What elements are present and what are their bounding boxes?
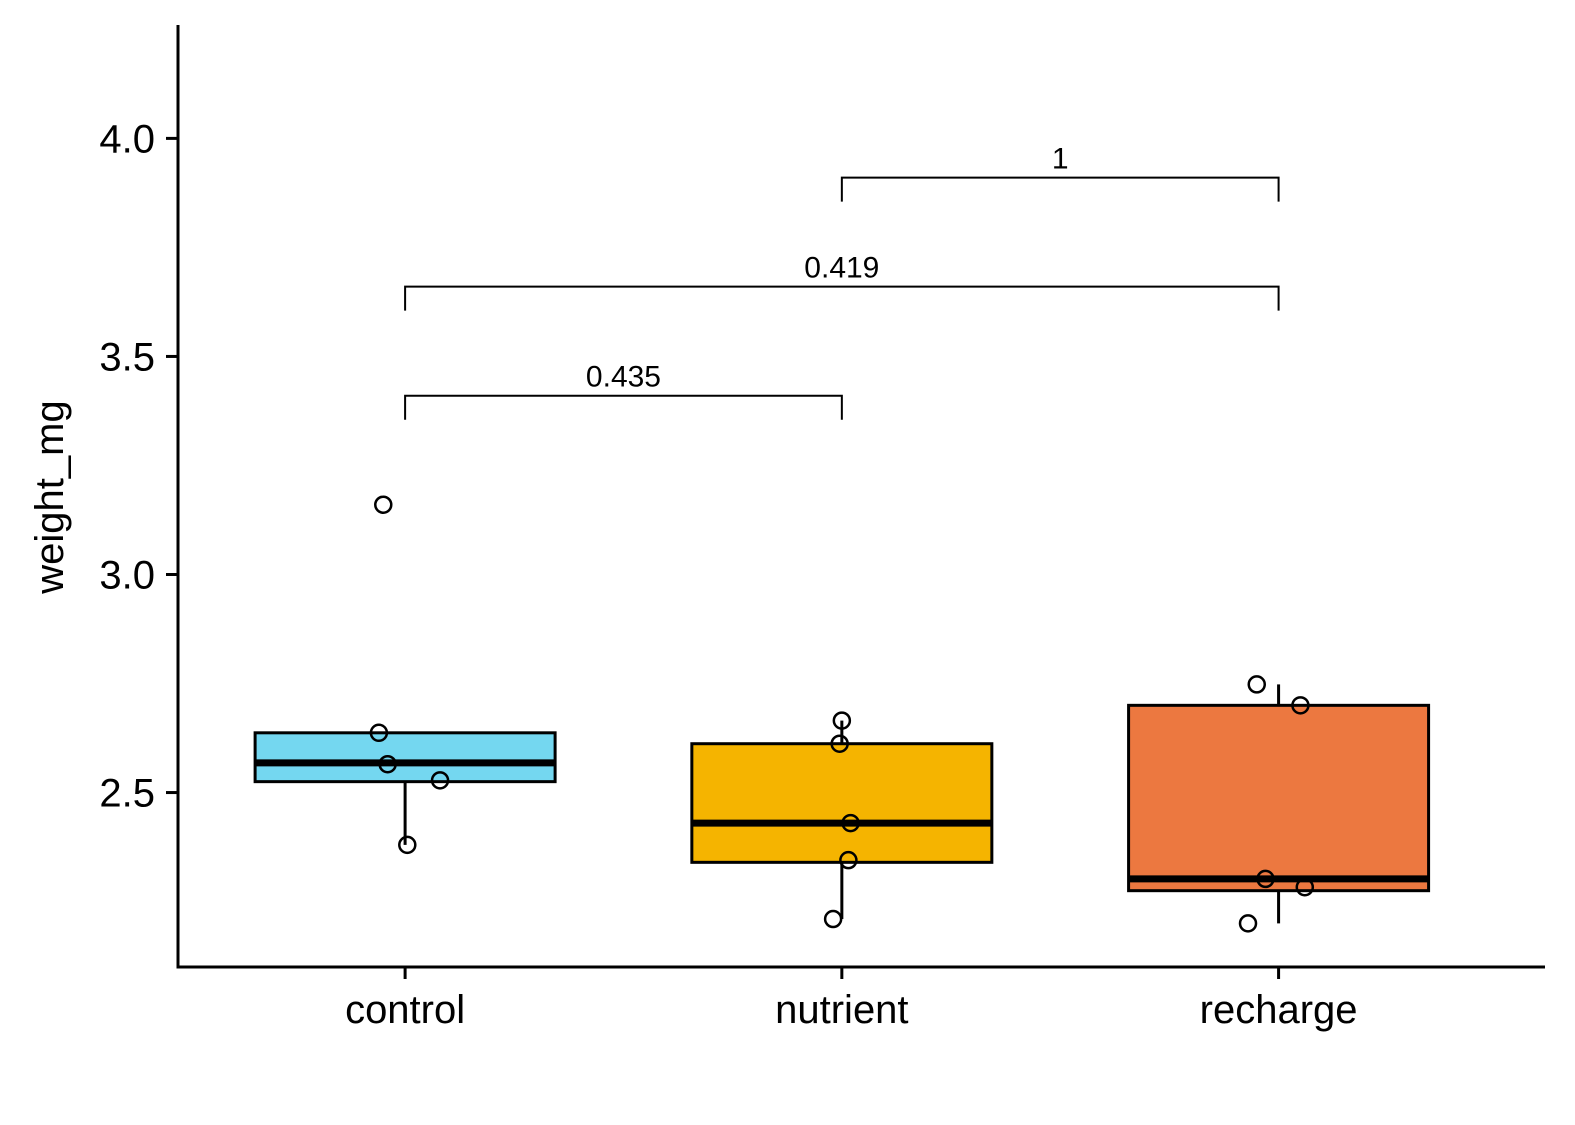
box-iqr [690,742,994,864]
bracket-line [404,394,843,420]
comparison-control-nutrient: 0.435 [404,361,843,420]
data-point [1247,675,1267,694]
data-point [369,723,389,743]
boxplot-nutrient [690,720,994,920]
y-tick-label: 3.0 [99,554,155,598]
data-point [1238,914,1258,933]
boxplot-recharge [1127,684,1431,924]
y-tick-label: 4.0 [99,117,155,161]
y-ticks: 2.5 3.0 3.5 4.0 [99,117,178,816]
data-point [839,850,858,870]
x-ticks: control nutrient recharge [345,967,1358,1032]
y-axis-title: weight_mg [28,400,72,594]
data-points [369,495,1315,933]
x-tick-label-control: control [345,988,465,1032]
bracket-line [840,176,1280,202]
data-point [398,835,417,855]
data-point [1291,696,1310,715]
boxplots [253,684,1431,924]
box-iqr [253,731,557,784]
data-point [374,495,393,514]
data-point [430,771,450,790]
comparison-brackets: 0.435 0.419 1 [404,143,1280,420]
data-point [1295,877,1315,897]
p-value-label: 1 [1052,143,1069,176]
data-point [841,813,860,833]
x-tick-label-nutrient: nutrient [775,988,908,1032]
data-point [832,711,852,730]
y-tick-label: 3.5 [99,335,155,379]
data-point [823,909,843,929]
data-point [1256,869,1275,889]
boxplot-control [253,731,557,845]
box-iqr [1127,703,1431,893]
comparison-nutrient-recharge: 1 [840,143,1280,202]
data-point [830,734,849,753]
p-value-label: 0.435 [586,361,661,394]
x-tick-label-recharge: recharge [1200,988,1358,1032]
p-value-label: 0.419 [804,252,879,285]
comparison-control-recharge: 0.419 [404,252,1280,311]
bracket-line [404,285,1280,311]
data-point [378,754,397,774]
y-tick-label: 2.5 [99,772,155,816]
